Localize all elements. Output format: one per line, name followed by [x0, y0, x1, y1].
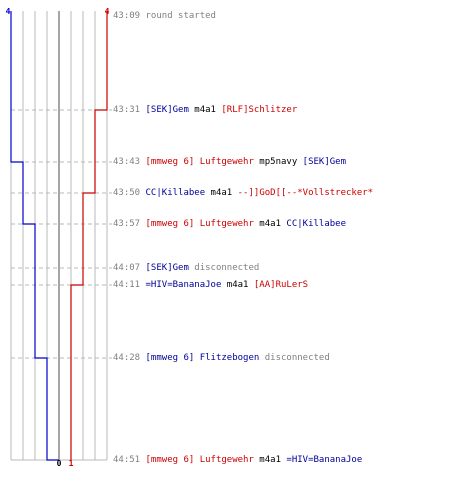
event-time: 43:57 [113, 219, 146, 229]
log-entry: 44:07 [SEK]Gem disconnected [113, 263, 259, 274]
red-team-alive-line [70, 11, 108, 460]
player-name: [RLF]Schlitzer [221, 105, 298, 115]
player-name: [SEK]Gem [145, 105, 189, 115]
blue-team-alive-line [10, 11, 59, 461]
event-text: m4a1 [188, 105, 222, 115]
player-name: [SEK]Gem [145, 263, 189, 273]
event-time: 43:43 [113, 157, 146, 167]
player-grid [10, 11, 108, 461]
log-entry: 44:28 [mmweg 6] Flitzebogen disconnected [113, 353, 330, 364]
player-name: =HIV=BananaJoe [286, 455, 363, 465]
player-name: CC|Killabee [145, 188, 206, 198]
player-name: [AA]RuLerS [253, 280, 309, 290]
log-entry: 43:43 [mmweg 6] Luftgewehr mp5navy [SEK]… [113, 157, 346, 168]
log-entry: 43:57 [mmweg 6] Luftgewehr m4a1 CC|Killa… [113, 219, 346, 230]
event-text: disconnected [259, 353, 330, 363]
player-name: [mmweg 6] Flitzebogen [145, 353, 260, 363]
log-entry: 44:11 =HIV=BananaJoe m4a1 [AA]RuLerS [113, 280, 308, 291]
event-time: 43:31 [113, 105, 146, 115]
player-name: [mmweg 6] Luftgewehr [145, 157, 254, 167]
player-name: CC|Killabee [286, 219, 347, 229]
event-text: mp5navy [253, 157, 303, 167]
player-name: [SEK]Gem [302, 157, 347, 167]
blue-end-count: 0 [57, 459, 62, 468]
player-name: [mmweg 6] Luftgewehr [145, 455, 254, 465]
event-time: 43:09 [113, 11, 146, 21]
event-time: 44:11 [113, 280, 146, 290]
event-time: 43:50 [113, 188, 146, 198]
event-time: 44:28 [113, 353, 146, 363]
blue-start-count: 4 [6, 7, 11, 16]
log-entry: 43:09 round started [113, 11, 216, 22]
red-end-count: 1 [69, 459, 74, 468]
player-name: [mmweg 6] Luftgewehr [145, 219, 254, 229]
red-start-count: 4 [105, 7, 110, 16]
player-name: =HIV=BananaJoe [145, 280, 222, 290]
event-text: m4a1 [221, 280, 254, 290]
log-entry: 43:50 CC|Killabee m4a1 --]]GoD[[--*Volls… [113, 188, 373, 199]
event-text: disconnected [188, 263, 260, 273]
event-text: m4a1 [253, 455, 287, 465]
log-entry: 43:31 [SEK]Gem m4a1 [RLF]Schlitzer [113, 105, 297, 116]
player-name: --]]GoD[[--*Vollstrecker* [237, 188, 374, 198]
event-time: 44:51 [113, 455, 146, 465]
event-text: m4a1 [253, 219, 287, 229]
event-time: 44:07 [113, 263, 146, 273]
event-text: m4a1 [205, 188, 238, 198]
log-entry: 44:51 [mmweg 6] Luftgewehr m4a1 =HIV=Ban… [113, 455, 362, 466]
event-text: round started [145, 11, 216, 21]
event-dash-lines [11, 109, 112, 359]
